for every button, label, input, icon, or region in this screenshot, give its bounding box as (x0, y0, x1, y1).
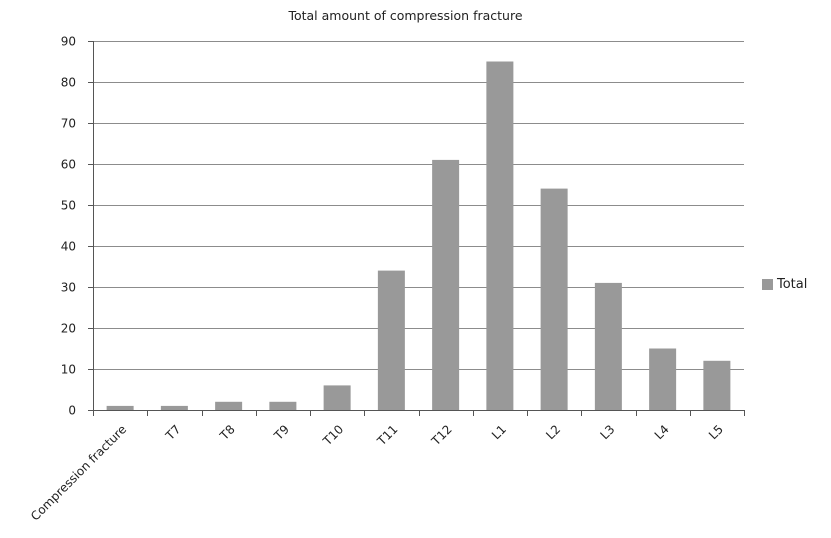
x-tick-label: L4 (652, 422, 672, 442)
bar (432, 159, 460, 410)
legend: Total (762, 277, 807, 292)
bar (594, 282, 622, 410)
x-tick-label: L5 (706, 422, 726, 442)
y-tick-label: 60 (61, 158, 76, 172)
legend-label: Total (777, 277, 808, 292)
bar (323, 385, 351, 410)
y-tick-label: 20 (61, 322, 76, 336)
x-tick-label: L2 (543, 422, 563, 442)
bar (486, 61, 514, 410)
bar (269, 401, 297, 410)
y-tick-label: 40 (61, 240, 76, 254)
chart-title: Total amount of compression fracture (288, 8, 523, 23)
x-tick-label: T12 (428, 422, 455, 449)
y-tick-label: 0 (68, 404, 76, 418)
y-tick-label: 80 (61, 76, 76, 90)
bar (540, 188, 568, 410)
y-tick-label: 90 (61, 35, 76, 49)
y-tick-label: 10 (61, 363, 76, 377)
x-tick-label: T11 (374, 422, 401, 449)
x-tick-label: L1 (489, 422, 509, 442)
bar (106, 405, 134, 410)
bar (703, 360, 731, 410)
legend-swatch (762, 279, 773, 290)
x-tick-label: T10 (320, 422, 347, 449)
x-tick-label: L3 (597, 422, 617, 442)
x-tick-label: T8 (217, 422, 238, 443)
bar (215, 401, 243, 410)
x-tick-label: T9 (271, 422, 292, 443)
y-tick-label: 50 (61, 199, 76, 213)
bar (649, 348, 677, 410)
bar (377, 270, 405, 410)
x-tick-label: Compression fracture (28, 422, 129, 523)
x-tick-label: T7 (162, 422, 183, 443)
y-tick-label: 30 (61, 281, 76, 295)
bar (160, 405, 188, 410)
y-tick-label: 70 (61, 117, 76, 131)
